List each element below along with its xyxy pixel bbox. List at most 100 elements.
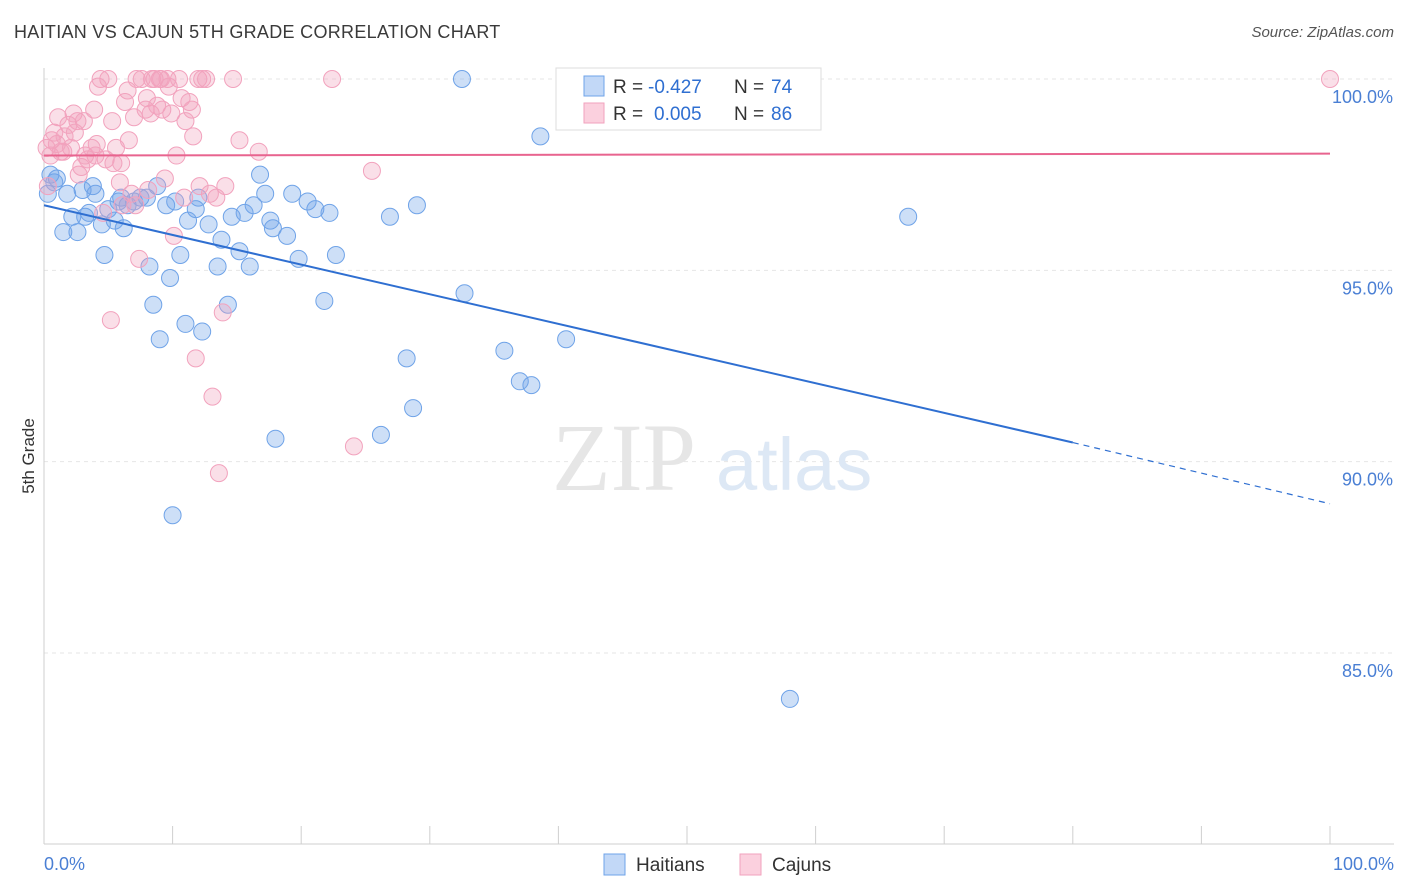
data-point-haitians bbox=[266, 429, 285, 448]
data-point-haitians bbox=[193, 322, 212, 341]
data-point-cajuns bbox=[42, 131, 61, 150]
legend-n-label-haitians: N = bbox=[734, 77, 764, 98]
legend-swatch-cajuns bbox=[583, 102, 605, 124]
y-tick-labels: 85.0% 90.0% 95.0% 100.0% bbox=[1332, 87, 1393, 681]
data-point-haitians bbox=[171, 246, 190, 265]
data-point-cajuns bbox=[193, 70, 212, 88]
data-point-cajuns bbox=[112, 154, 131, 173]
legend-r-value-haitians: -0.427 bbox=[648, 77, 702, 98]
source-label: Source: ZipAtlas.com bbox=[1251, 24, 1394, 41]
data-point-haitians bbox=[199, 215, 218, 234]
data-point-cajuns bbox=[141, 104, 160, 123]
data-point-haitians bbox=[510, 372, 529, 391]
data-point-haitians bbox=[148, 177, 167, 196]
data-point-haitians bbox=[780, 689, 799, 708]
trend-line-haitians-extension bbox=[1072, 441, 1331, 505]
data-point-cajuns bbox=[155, 169, 174, 188]
data-point-cajuns bbox=[54, 142, 73, 161]
legend-stats: R = -0.427 N = 74 R = 0.005 N = 86 bbox=[555, 67, 822, 131]
data-point-haitians bbox=[278, 226, 297, 245]
data-point-haitians bbox=[326, 246, 345, 265]
data-point-cajuns bbox=[49, 108, 68, 127]
x-ticks bbox=[43, 826, 1331, 844]
data-point-cajuns bbox=[110, 173, 129, 192]
data-point-cajuns bbox=[1321, 70, 1339, 88]
data-point-cajuns bbox=[176, 112, 195, 131]
data-point-haitians bbox=[531, 127, 550, 146]
data-point-haitians bbox=[58, 184, 77, 203]
data-point-cajuns bbox=[99, 70, 118, 88]
legend-r-value-cajuns: 0.005 bbox=[654, 104, 702, 125]
data-point-haitians bbox=[315, 291, 334, 310]
data-point-haitians bbox=[235, 203, 254, 222]
data-point-cajuns bbox=[344, 437, 363, 456]
data-point-cajuns bbox=[152, 70, 171, 88]
trend-lines bbox=[43, 152, 1331, 505]
data-point-haitians bbox=[371, 425, 390, 444]
legend-n-value-haitians: 74 bbox=[771, 77, 793, 98]
data-point-cajuns bbox=[323, 70, 342, 88]
data-point-cajuns bbox=[38, 177, 57, 196]
bottom-legend-swatch-haitians bbox=[603, 853, 626, 876]
data-point-cajuns bbox=[170, 70, 189, 88]
data-point-haitians bbox=[522, 376, 541, 395]
data-point-haitians bbox=[263, 219, 282, 238]
data-point-cajuns bbox=[91, 70, 110, 88]
data-point-haitians bbox=[186, 200, 205, 219]
data-point-haitians bbox=[298, 192, 317, 211]
data-point-haitians bbox=[38, 184, 57, 203]
watermark: ZIP atlas bbox=[552, 404, 872, 511]
data-point-cajuns bbox=[59, 115, 78, 134]
data-point-haitians bbox=[176, 314, 195, 333]
series-cajuns bbox=[37, 70, 1339, 483]
data-point-cajuns bbox=[190, 177, 209, 196]
trend-line-cajuns bbox=[43, 152, 1331, 157]
data-point-cajuns bbox=[101, 311, 120, 330]
gridlines bbox=[44, 78, 1394, 654]
data-point-cajuns bbox=[139, 180, 158, 199]
data-point-haitians bbox=[208, 257, 227, 276]
data-point-cajuns bbox=[186, 349, 205, 368]
data-point-haitians bbox=[157, 196, 176, 215]
data-point-cajuns bbox=[137, 89, 156, 108]
axes bbox=[43, 68, 1394, 845]
y-axis-label: 5th Grade bbox=[19, 418, 38, 494]
legend-series: Haitians Cajuns bbox=[603, 853, 831, 876]
data-point-haitians bbox=[899, 207, 918, 226]
data-point-cajuns bbox=[103, 112, 122, 131]
chart-title: HAITIAN VS CAJUN 5TH GRADE CORRELATION C… bbox=[14, 22, 501, 42]
legend-swatch-haitians bbox=[583, 75, 605, 97]
bottom-legend-label-cajuns: Cajuns bbox=[772, 855, 831, 876]
data-point-cajuns bbox=[224, 70, 243, 88]
data-point-cajuns bbox=[125, 108, 144, 127]
data-point-cajuns bbox=[162, 104, 181, 123]
data-point-cajuns bbox=[130, 249, 149, 268]
data-point-haitians bbox=[320, 203, 339, 222]
y-tick-label: 90.0% bbox=[1342, 470, 1393, 490]
data-point-cajuns bbox=[119, 131, 138, 150]
data-point-cajuns bbox=[69, 165, 88, 184]
data-point-cajuns bbox=[143, 70, 162, 88]
data-point-haitians bbox=[404, 399, 423, 418]
data-point-haitians bbox=[455, 284, 474, 303]
legend-r-label-cajuns: R = bbox=[613, 104, 643, 125]
data-point-haitians bbox=[166, 192, 185, 211]
y-tick-label: 95.0% bbox=[1342, 278, 1393, 298]
legend-n-value-cajuns: 86 bbox=[771, 104, 792, 125]
legend-r-label-haitians: R = bbox=[613, 77, 643, 98]
y-tick-label: 85.0% bbox=[1342, 661, 1393, 681]
data-point-cajuns bbox=[362, 161, 381, 180]
data-point-haitians bbox=[144, 295, 163, 314]
data-point-haitians bbox=[161, 268, 180, 287]
data-point-haitians bbox=[240, 257, 259, 276]
data-point-haitians bbox=[212, 230, 231, 249]
data-point-haitians bbox=[150, 330, 169, 349]
data-point-haitians bbox=[86, 184, 105, 203]
data-point-haitians bbox=[244, 196, 263, 215]
data-point-haitians bbox=[557, 330, 576, 349]
data-point-cajuns bbox=[249, 142, 268, 161]
data-point-cajuns bbox=[203, 387, 222, 406]
data-point-cajuns bbox=[126, 196, 145, 215]
data-point-haitians bbox=[54, 223, 73, 242]
